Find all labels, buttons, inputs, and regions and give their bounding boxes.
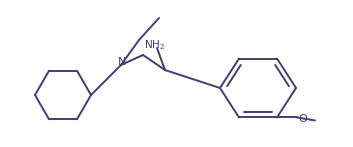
Text: O: O — [298, 115, 307, 125]
Text: N: N — [118, 57, 126, 67]
Text: NH$_2$: NH$_2$ — [144, 38, 166, 52]
